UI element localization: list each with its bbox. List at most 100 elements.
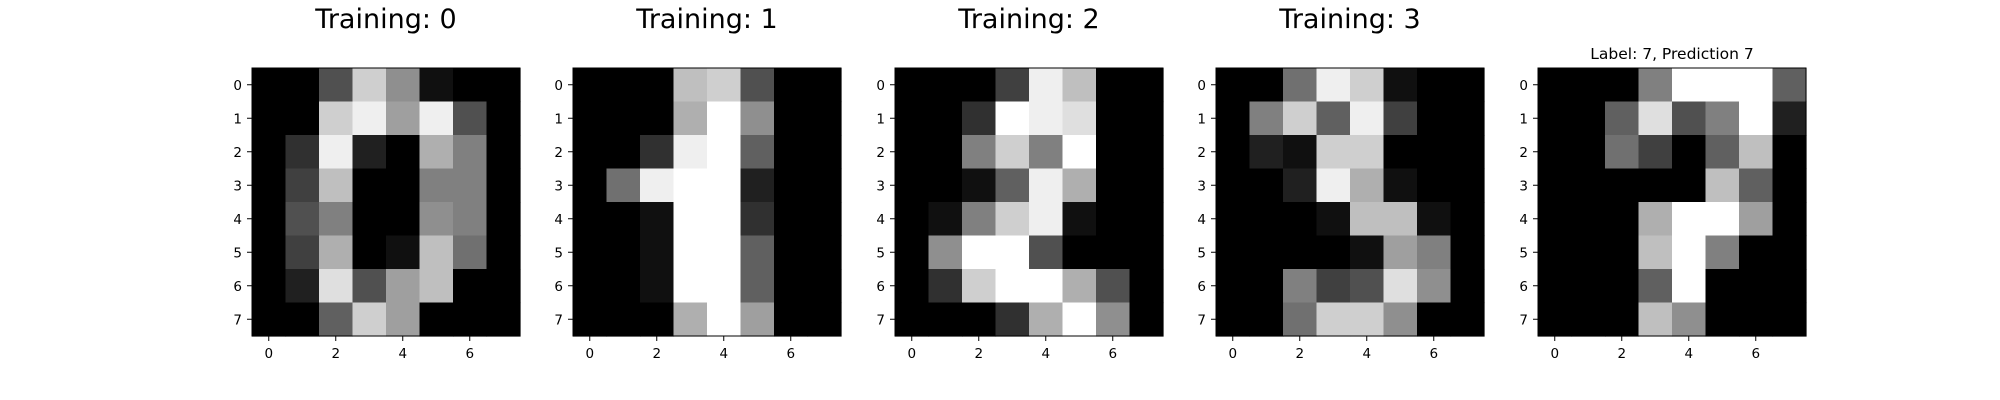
pixel-cell: [1062, 302, 1097, 337]
pixel-cell: [419, 135, 454, 170]
y-tick-label: 6: [1519, 279, 1528, 295]
pixel-cell: [740, 135, 775, 170]
pixel-cell: [1538, 202, 1573, 237]
y-tick-label: 6: [233, 279, 242, 295]
pixel-cell: [1316, 101, 1351, 136]
pixel-cell: [1571, 202, 1606, 237]
pixel-cell: [1739, 168, 1774, 203]
panel-title: Training: 0: [314, 4, 456, 35]
y-tick-label: 0: [876, 78, 885, 94]
pixel-cell: [707, 302, 742, 337]
pixel-cell: [1216, 168, 1251, 203]
pixel-cell: [640, 135, 675, 170]
pixel-cell: [606, 235, 641, 270]
pixel-cell: [807, 168, 842, 203]
pixel-cell: [673, 101, 708, 136]
pixel-cell: [1096, 269, 1131, 304]
pixel-cell: [774, 269, 809, 304]
pixel-cell: [962, 135, 997, 170]
x-tick-label: 0: [1550, 346, 1559, 362]
pixel-cell: [1316, 269, 1351, 304]
pixel-cell: [1605, 302, 1640, 337]
pixel-cell: [319, 68, 354, 103]
pixel-cell: [1605, 235, 1640, 270]
pixel-cell: [673, 202, 708, 237]
pixel-cell: [606, 68, 641, 103]
pixel-cell: [285, 101, 320, 136]
pixel-cell: [419, 302, 454, 337]
pixel-cell: [1129, 101, 1164, 136]
pixel-cell: [1283, 135, 1318, 170]
pixel-cell: [928, 302, 963, 337]
pixel-cell: [1062, 235, 1097, 270]
pixel-cell: [1605, 68, 1640, 103]
pixel-cell: [1672, 235, 1707, 270]
pixel-cell: [319, 135, 354, 170]
pixel-cell: [640, 101, 675, 136]
y-tick-label: 4: [233, 212, 242, 228]
pixel-cell: [453, 135, 488, 170]
pixel-cell: [1417, 168, 1452, 203]
pixel-cell: [419, 202, 454, 237]
pixel-cell: [895, 135, 930, 170]
pixel-cell: [1096, 101, 1131, 136]
pixel-cell: [807, 235, 842, 270]
pixel-cell: [386, 135, 421, 170]
pixel-cell: [1129, 269, 1164, 304]
pixel-cell: [1096, 235, 1131, 270]
pixel-cell: [1249, 135, 1284, 170]
y-tick-label: 0: [233, 78, 242, 94]
pixel-cell: [386, 302, 421, 337]
pixel-cell: [673, 135, 708, 170]
y-tick-label: 1: [233, 111, 242, 127]
pixel-cell: [573, 202, 608, 237]
pixel-cell: [1029, 68, 1064, 103]
pixel-cell: [606, 135, 641, 170]
y-tick-label: 7: [554, 312, 563, 328]
pixel-cell: [1772, 202, 1807, 237]
pixel-cell: [386, 168, 421, 203]
pixel-cell: [285, 135, 320, 170]
pixel-cell: [1249, 269, 1284, 304]
pixel-cell: [1316, 202, 1351, 237]
pixel-cell: [1283, 68, 1318, 103]
axes-frame: [572, 67, 842, 337]
pixel-cell: [740, 68, 775, 103]
axes-frame: [1215, 67, 1485, 337]
pixel-cell: [352, 202, 387, 237]
pixel-cell: [1705, 269, 1740, 304]
pixel-cell: [707, 202, 742, 237]
pixel-cell: [1450, 168, 1485, 203]
pixel-cell: [707, 269, 742, 304]
pixel-cell: [1538, 269, 1573, 304]
digit-panel-3: Training: 3 0 2 4 6 0 1 2 3 4 5 6 7: [1197, 4, 1485, 362]
x-tick-label: 2: [974, 346, 983, 362]
pixel-cell: [807, 302, 842, 337]
y-tick-label: 7: [1197, 312, 1206, 328]
pixel-cell: [895, 202, 930, 237]
y-tick-label: 0: [1519, 78, 1528, 94]
pixel-cell: [774, 101, 809, 136]
pixel-cell: [962, 202, 997, 237]
digit-panel-1: Training: 1 0 2 4 6 0 1 2 3 4 5 6 7: [554, 4, 842, 362]
pixel-cell: [573, 68, 608, 103]
x-tick-label: 2: [331, 346, 340, 362]
pixel-cell: [1283, 101, 1318, 136]
pixel-cell: [319, 202, 354, 237]
pixel-cell: [995, 202, 1030, 237]
pixel-cell: [1739, 302, 1774, 337]
pixel-cell: [453, 302, 488, 337]
x-tick-label: 6: [1751, 346, 1760, 362]
pixel-cell: [1772, 135, 1807, 170]
pixel-cell: [1216, 135, 1251, 170]
pixel-cell: [962, 168, 997, 203]
pixel-cell: [1350, 135, 1385, 170]
pixel-cell: [319, 235, 354, 270]
pixel-cell: [252, 101, 287, 136]
pixel-cell: [1249, 101, 1284, 136]
pixel-cell: [1605, 269, 1640, 304]
pixel-cell: [252, 302, 287, 337]
pixel-cell: [1350, 302, 1385, 337]
pixel-cell: [352, 269, 387, 304]
y-tick-label: 2: [876, 145, 885, 161]
